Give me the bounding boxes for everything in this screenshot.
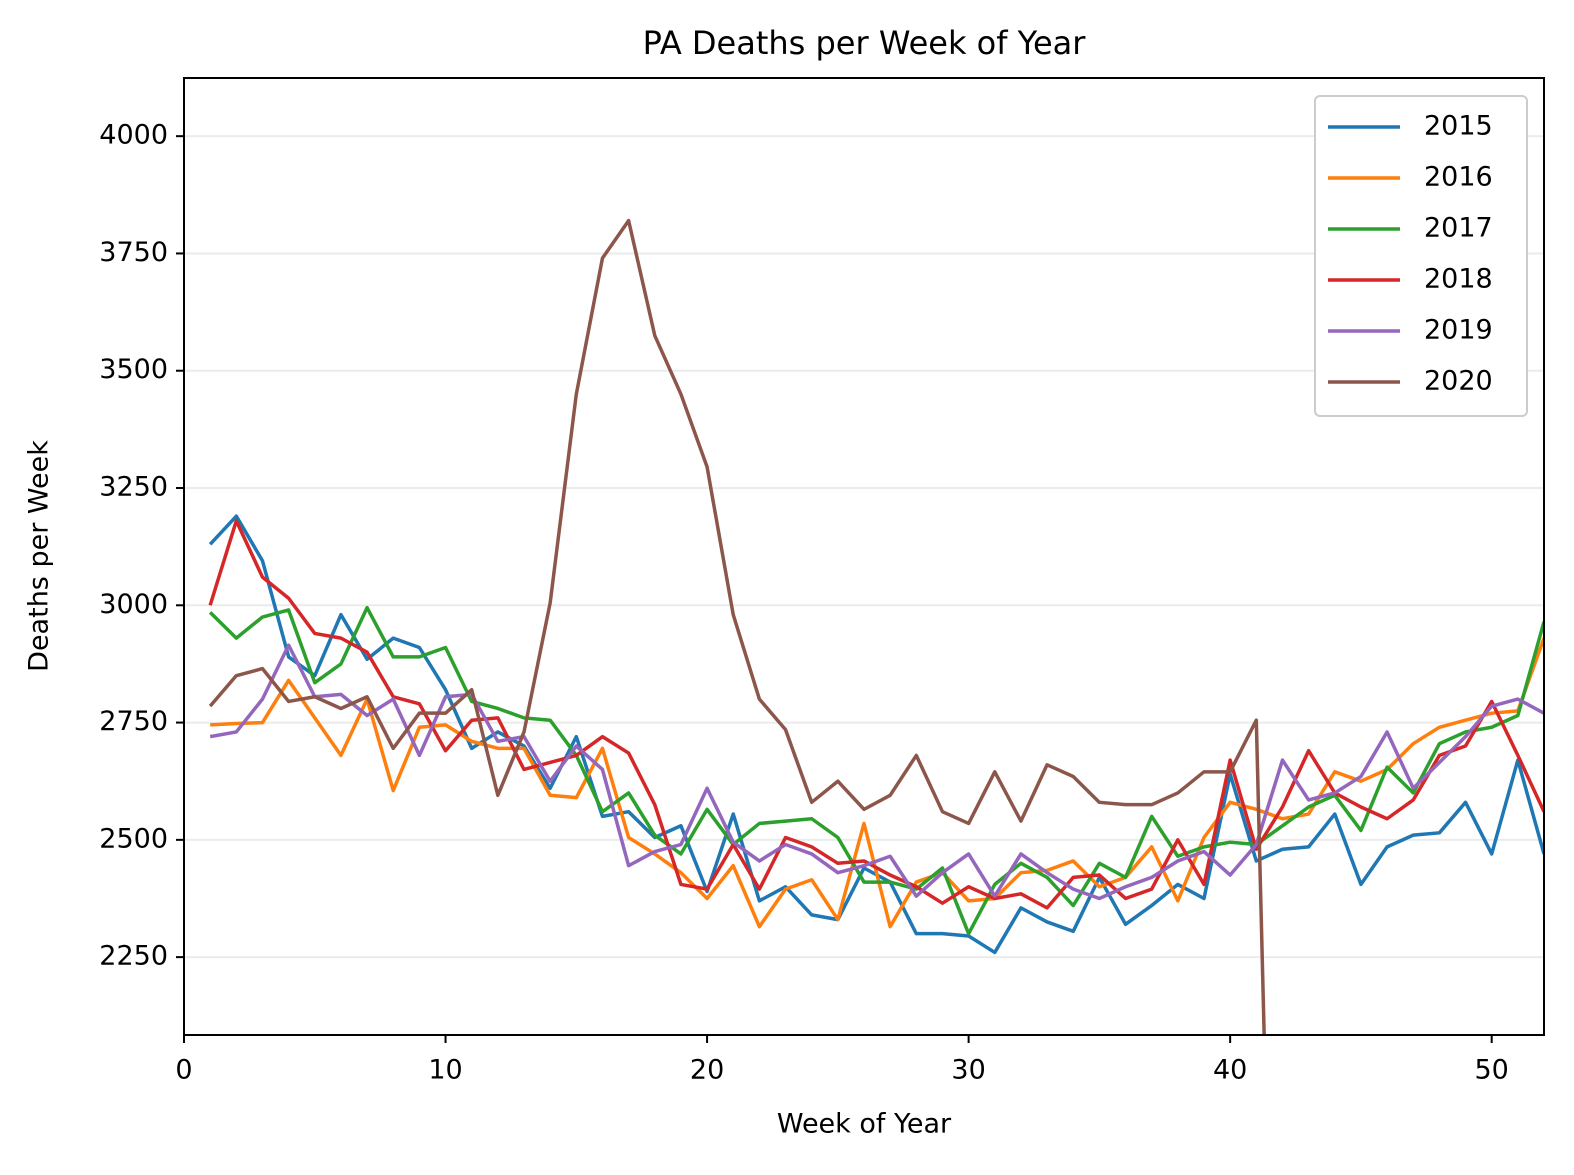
legend-box [1314, 95, 1528, 417]
y-tick-label: 2750 [99, 706, 168, 737]
series-line [209, 643, 1544, 901]
y-tick-label: 3000 [99, 589, 168, 620]
y-tick-label: 3750 [99, 237, 168, 268]
plot-lines [208, 218, 1544, 1035]
x-tick-label: 40 [1213, 1055, 1247, 1086]
series-line [208, 605, 1544, 936]
y-axis-label: Deaths per Week [24, 440, 55, 672]
x-tick-label: 10 [428, 1055, 462, 1086]
y-tick-label: 2250 [99, 941, 168, 972]
y-tick-label: 3250 [99, 472, 168, 503]
series-line [208, 218, 1266, 1035]
plot-frame [183, 77, 1545, 1036]
y-tick-label: 3500 [99, 354, 168, 385]
y-tick-label: 4000 [99, 120, 168, 151]
x-tick-label: 50 [1475, 1055, 1509, 1086]
y-tick-label: 2500 [99, 823, 168, 854]
legend-label: 2016 [1424, 162, 1493, 193]
chart-title: PA Deaths per Week of Year [643, 24, 1087, 62]
legend-label: 2019 [1424, 315, 1493, 346]
legend-label: 2015 [1424, 111, 1493, 142]
x-tick-label: 0 [175, 1055, 192, 1086]
x-tick-label: 20 [690, 1055, 724, 1086]
legend-label: 2017 [1424, 213, 1493, 244]
legend-label: 2020 [1424, 366, 1493, 397]
legend-label: 2018 [1424, 264, 1493, 295]
x-tick-label: 30 [951, 1055, 985, 1086]
x-axis-label: Week of Year [777, 1109, 952, 1140]
